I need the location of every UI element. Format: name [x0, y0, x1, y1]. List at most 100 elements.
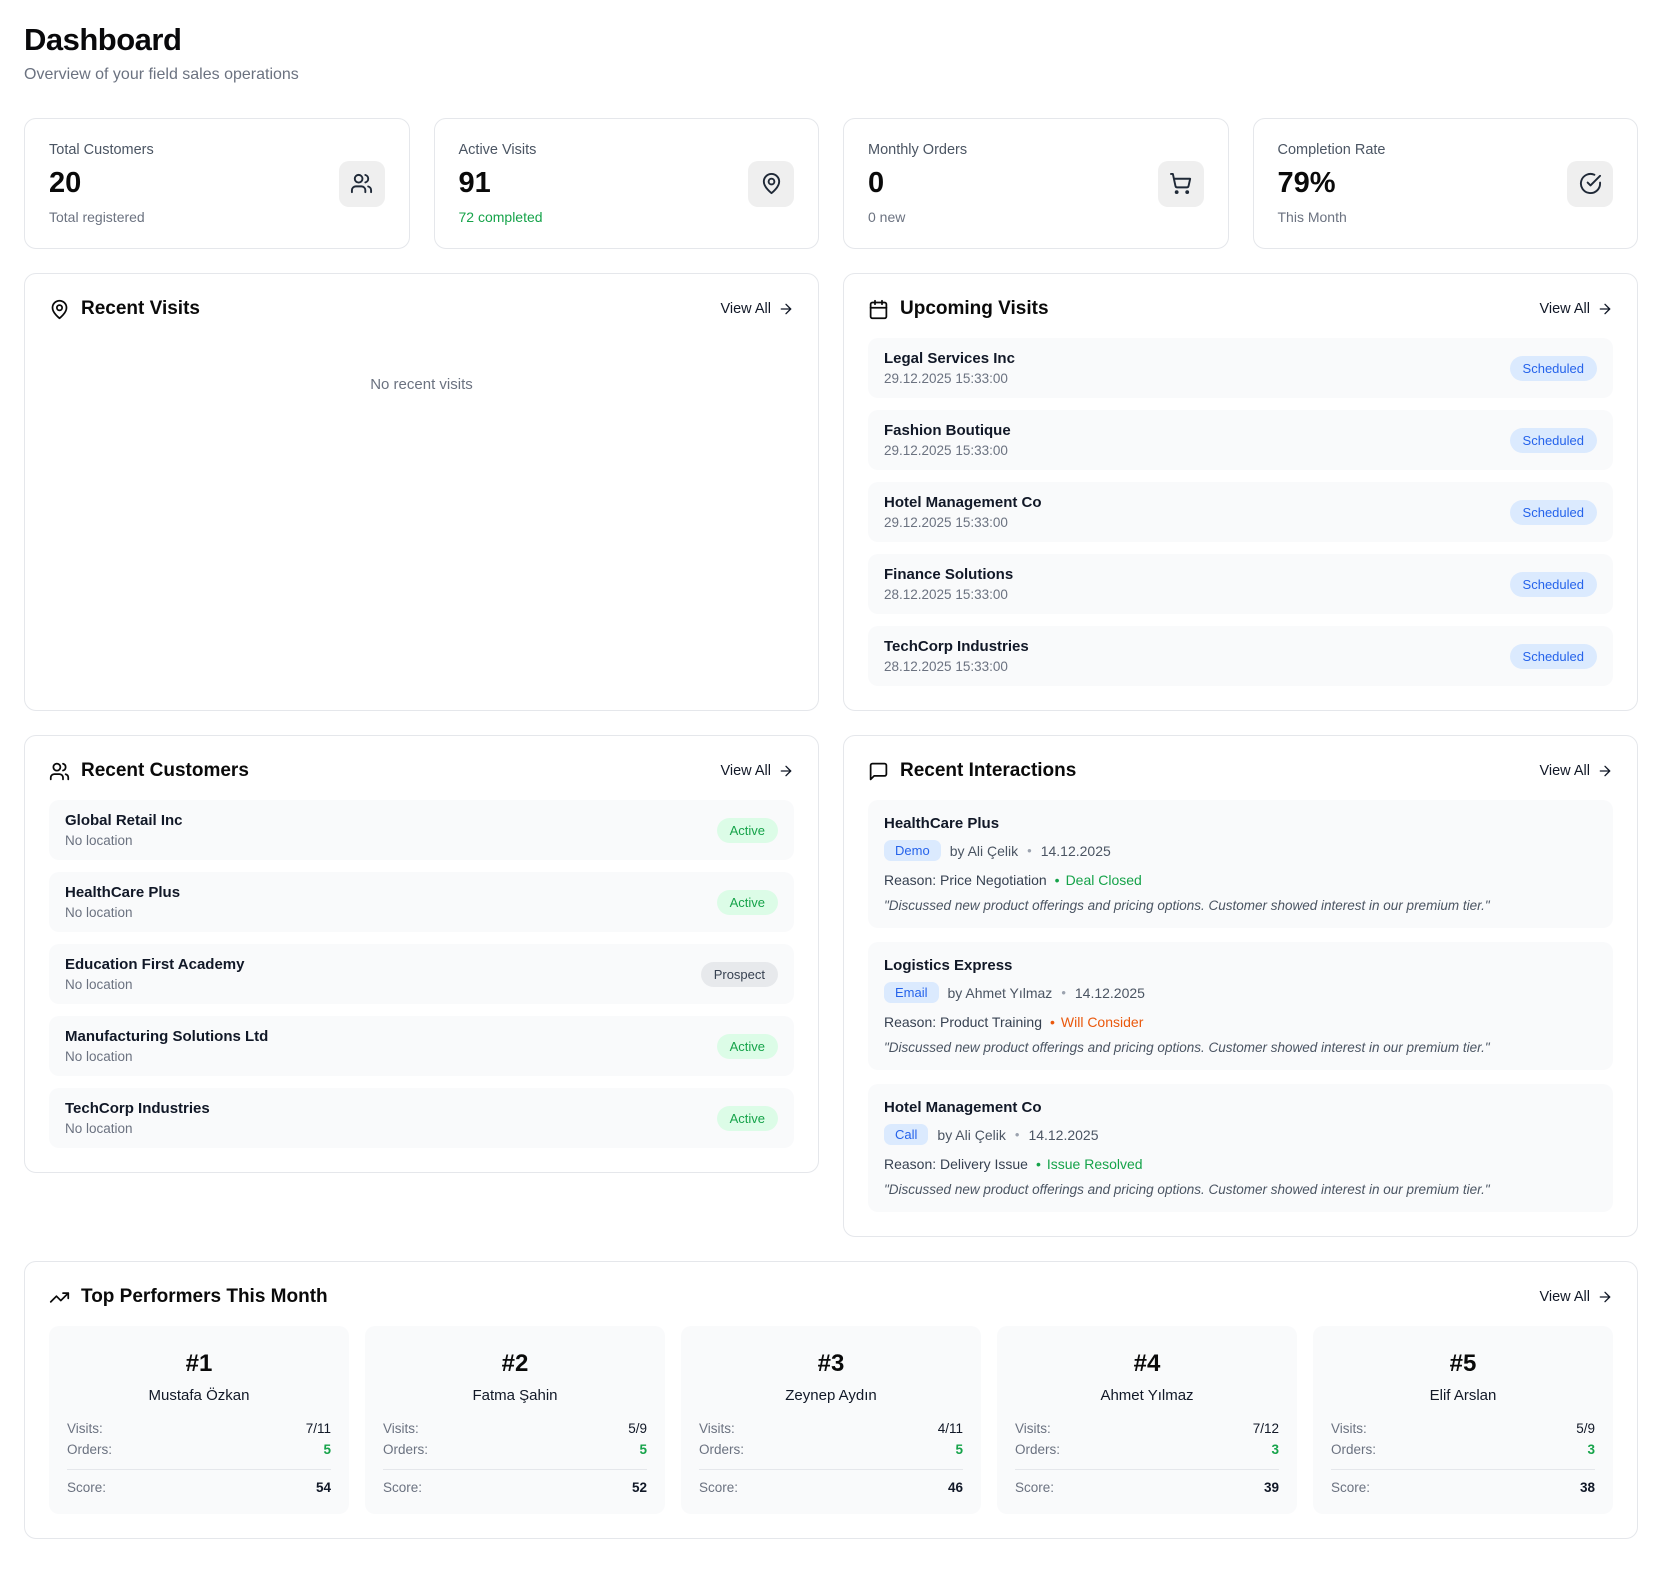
- status-badge: Scheduled: [1509, 643, 1597, 669]
- dot-separator: •: [1035, 1156, 1041, 1172]
- dot-separator: •: [1061, 985, 1066, 1000]
- recent-visits-empty-text: No recent visits: [370, 376, 473, 393]
- visit-customer-name: Fashion Boutique: [884, 422, 1011, 439]
- customer-row[interactable]: HealthCare Plus No location Active: [49, 872, 794, 932]
- performer-name: Ahmet Yılmaz: [1100, 1387, 1194, 1404]
- performer-name: Elif Arslan: [1429, 1387, 1497, 1404]
- panels-row-2: Recent Customers View All Global Retail …: [24, 735, 1638, 1237]
- top-performers-title: Top Performers This Month: [49, 1286, 328, 1308]
- customer-row[interactable]: TechCorp Industries No location Active: [49, 1088, 794, 1148]
- visit-datetime: 29.12.2025 15:33:00: [884, 443, 1008, 458]
- stat-card-total-customers: Total Customers 20 Total registered: [24, 118, 410, 249]
- stat-card-monthly-orders: Monthly Orders 0 0 new: [843, 118, 1229, 249]
- upcoming-visit-row[interactable]: Hotel Management Co 29.12.2025 15:33:00 …: [868, 482, 1613, 542]
- orders-label: Orders:: [1015, 1442, 1061, 1457]
- performer-orders: 5: [955, 1442, 963, 1457]
- customer-row[interactable]: Manufacturing Solutions Ltd No location …: [49, 1016, 794, 1076]
- interaction-card[interactable]: HealthCare Plus Demo by Ali Çelik • 14.1…: [868, 800, 1613, 928]
- performer-visits: 5/9: [628, 1421, 647, 1436]
- performer-rank: #4: [1133, 1350, 1161, 1377]
- interaction-date: 14.12.2025: [1028, 1126, 1099, 1143]
- page-subtitle: Overview of your field sales operations: [24, 66, 299, 83]
- visit-datetime: 29.12.2025 15:33:00: [884, 515, 1008, 530]
- performer-score: 38: [1579, 1480, 1595, 1495]
- recent-customers-panel: Recent Customers View All Global Retail …: [24, 735, 819, 1173]
- shopping-cart-icon: [1157, 160, 1204, 207]
- interaction-card[interactable]: Logistics Express Email by Ahmet Yılmaz …: [868, 942, 1613, 1070]
- performer-visits: 7/11: [305, 1421, 331, 1436]
- check-circle-icon: [1567, 160, 1613, 207]
- orders-label: Orders:: [67, 1442, 113, 1457]
- recent-customers-view-all-link[interactable]: View All: [720, 763, 794, 779]
- customer-row[interactable]: Global Retail Inc No location Active: [49, 800, 794, 860]
- customer-location: No location: [65, 905, 133, 920]
- arrow-right-icon: [1599, 765, 1611, 777]
- upcoming-visit-row[interactable]: Finance Solutions 28.12.2025 15:33:00 Sc…: [868, 554, 1613, 614]
- customer-name: Global Retail Inc: [65, 812, 183, 829]
- panels-row-1: Recent Visits View All No recent visits …: [24, 273, 1638, 711]
- recent-visits-view-all-link[interactable]: View All: [720, 301, 794, 317]
- stat-value: 91: [458, 167, 491, 199]
- visit-datetime: 28.12.2025 15:33:00: [884, 659, 1008, 674]
- performer-score: 52: [631, 1480, 647, 1495]
- dot-separator: •: [1014, 1127, 1020, 1142]
- recent-interactions-view-all-link[interactable]: View All: [1539, 763, 1613, 779]
- calendar-icon: [869, 299, 888, 319]
- orders-label: Orders:: [699, 1442, 745, 1457]
- arrow-right-icon: [780, 765, 792, 777]
- visits-label: Visits:: [67, 1421, 103, 1436]
- dot-separator: •: [1049, 1014, 1055, 1030]
- customer-name: HealthCare Plus: [65, 884, 181, 901]
- visit-datetime: 28.12.2025 15:33:00: [884, 587, 1008, 602]
- performer-name: Zeynep Aydın: [785, 1387, 877, 1404]
- stat-value: 0: [868, 167, 885, 199]
- recent-interactions-panel: Recent Interactions View All HealthCare …: [843, 735, 1638, 1237]
- performer-card[interactable]: #2 Fatma Şahin Visits: 5/9 Orders: 5 Score…: [365, 1326, 665, 1514]
- stats-row: Total Customers 20 Total registered Acti…: [24, 118, 1638, 249]
- performer-card[interactable]: #3 Zeynep Aydın Visits: 4/11 Orders: 5 Sco…: [681, 1326, 981, 1514]
- performer-card[interactable]: #5 Elif Arslan Visits: 5/9 Orders: 3 Score…: [1313, 1326, 1613, 1514]
- upcoming-visit-row[interactable]: Legal Services Inc 29.12.2025 15:33:00 S…: [868, 338, 1613, 398]
- users-icon: [338, 160, 385, 207]
- interaction-reason: Reason: Delivery Issue: [884, 1156, 1028, 1172]
- top-performers-panel: Top Performers This Month View All #1 Mu…: [24, 1261, 1638, 1539]
- visit-datetime: 29.12.2025 15:33:00: [884, 371, 1008, 386]
- upcoming-visit-row[interactable]: TechCorp Industries 28.12.2025 15:33:00 …: [868, 626, 1613, 686]
- page-title: Dashboard: [24, 22, 182, 57]
- interaction-type-badge: Demo: [884, 840, 941, 861]
- customer-location: No location: [65, 1121, 133, 1136]
- customer-row[interactable]: Education First Academy No location Pros…: [49, 944, 794, 1004]
- stat-sub: This Month: [1277, 209, 1347, 225]
- performer-visits: 5/9: [1576, 1421, 1595, 1436]
- upcoming-visits-view-all-link[interactable]: View All: [1539, 301, 1613, 317]
- top-performers-view-all-link[interactable]: View All: [1539, 1289, 1613, 1305]
- status-badge: Prospect: [700, 961, 778, 987]
- visit-customer-name: Finance Solutions: [884, 566, 1014, 583]
- visits-label: Visits:: [383, 1421, 419, 1436]
- performer-card[interactable]: #1 Mustafa Özkan Visits: 7/11 Orders: 5 Sc…: [49, 1326, 349, 1514]
- upcoming-visits-title: Upcoming Visits: [868, 298, 1049, 320]
- performer-name: Fatma Şahin: [472, 1387, 558, 1404]
- dot-separator: •: [1054, 872, 1060, 888]
- map-pin-icon: [51, 299, 68, 319]
- customer-location: No location: [65, 833, 133, 848]
- performer-card[interactable]: #4 Ahmet Yılmaz Visits: 7/12 Orders: 3 Sco…: [997, 1326, 1297, 1514]
- interaction-reason: Reason: Product Training: [884, 1014, 1042, 1030]
- status-badge: Scheduled: [1509, 499, 1597, 525]
- customer-name: Education First Academy: [65, 956, 245, 973]
- upcoming-visits-panel: Upcoming Visits View All Legal Services …: [843, 273, 1638, 711]
- interaction-company: HealthCare Plus: [884, 815, 1000, 832]
- stat-label: Completion Rate: [1277, 142, 1386, 158]
- interaction-quote: "Discussed new product offerings and pri…: [884, 1040, 1490, 1055]
- interaction-company: Hotel Management Co: [884, 1099, 1042, 1116]
- upcoming-visit-row[interactable]: Fashion Boutique 29.12.2025 15:33:00 Sch…: [868, 410, 1613, 470]
- visit-customer-name: TechCorp Industries: [884, 638, 1029, 655]
- status-badge: Active: [716, 817, 778, 843]
- trending-up-icon: [49, 1291, 70, 1303]
- performer-score: 46: [947, 1480, 963, 1495]
- stat-value: 79%: [1277, 167, 1336, 199]
- interaction-type-badge: Call: [884, 1124, 929, 1145]
- interaction-card[interactable]: Hotel Management Co Call by Ali Çelik • …: [868, 1084, 1613, 1212]
- score-label: Score:: [699, 1480, 739, 1495]
